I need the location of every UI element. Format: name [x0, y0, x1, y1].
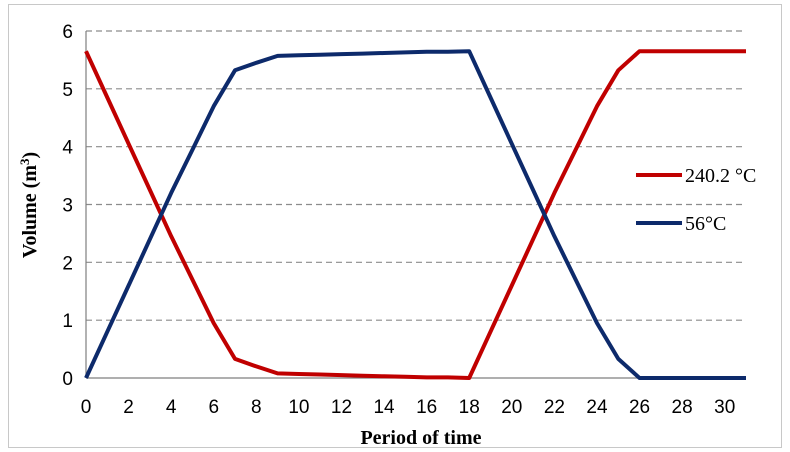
- series-line-1: [84, 49, 746, 380]
- y-tick-label: 1: [62, 311, 73, 332]
- x-tick-label: 28: [672, 397, 693, 418]
- x-tick-label: 8: [251, 397, 262, 418]
- y-tick-label: 3: [62, 196, 73, 217]
- x-tick-labels: 0 2 4 6 8 10 12 14 16 18 20 22 24 26 28 30: [81, 397, 736, 418]
- y-axis-title-main: Volume (m: [19, 165, 41, 258]
- x-tick-label: 6: [208, 397, 219, 418]
- x-tick-label: 2: [123, 397, 134, 418]
- y-tick-label: 5: [62, 80, 73, 101]
- x-axis-title: Period of time: [360, 427, 481, 449]
- x-tick-label: 12: [331, 397, 352, 418]
- x-tick-label: 18: [459, 397, 480, 418]
- x-tick-label: 26: [629, 397, 650, 418]
- x-tick-label: 0: [81, 397, 92, 418]
- y-tick-label: 2: [62, 253, 73, 274]
- y-tick-label: 4: [62, 138, 73, 159]
- y-tick-label: 0: [62, 369, 73, 390]
- x-tick-label: 16: [416, 397, 437, 418]
- x-tick-label: 4: [166, 397, 177, 418]
- y-tick-labels: 0 1 2 3 4 5 6: [62, 22, 73, 390]
- y-axis-title: Volume (m3): [17, 152, 41, 258]
- x-tick-label: 22: [544, 397, 565, 418]
- legend-label-1: 56°C: [685, 213, 726, 235]
- grid-lines: [86, 30, 746, 321]
- x-tick-label: 24: [586, 397, 608, 418]
- x-tick-label: 20: [501, 397, 522, 418]
- x-tick-label: 14: [373, 397, 395, 418]
- y-axis-title-close: ): [19, 152, 41, 159]
- y-axis-title-superscript: 3: [17, 158, 32, 165]
- x-tick-label: 30: [714, 397, 735, 418]
- series-line-0: [84, 49, 746, 380]
- x-tick-label: 10: [288, 397, 309, 418]
- y-tick-label: 6: [62, 22, 73, 43]
- legend: 240.2 °C 56°C: [636, 165, 756, 235]
- chart-frame: [8, 4, 782, 448]
- legend-label-0: 240.2 °C: [685, 165, 756, 187]
- series-lines: [84, 49, 746, 380]
